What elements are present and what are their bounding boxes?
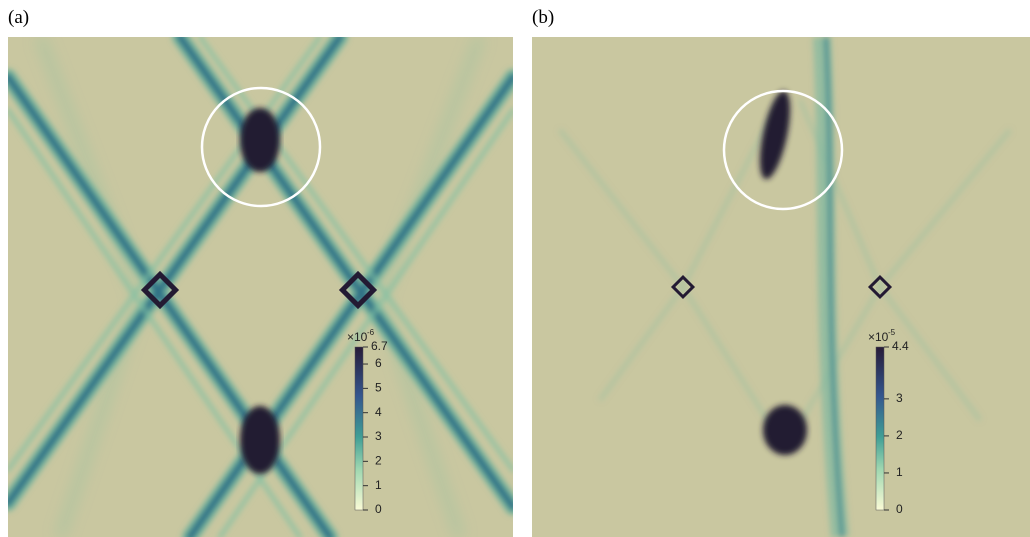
field-image xyxy=(8,37,513,537)
field-image xyxy=(532,37,1030,537)
colorbar-tick-label: 1 xyxy=(375,478,382,492)
figure: (a) (b) xyxy=(0,0,1030,537)
colorbar xyxy=(355,347,363,510)
panel-label: (b) xyxy=(532,7,554,28)
colorbar-tick-label: 4 xyxy=(375,405,382,419)
colorbar-tick-label: 0 xyxy=(375,502,382,516)
colorbar-exponent: -6 xyxy=(367,328,375,337)
colorbar-tick-label: 2 xyxy=(375,454,382,468)
colorbar xyxy=(876,347,884,510)
panel-label: (a) xyxy=(8,7,29,28)
colorbar-tick-label: 0 xyxy=(896,502,903,516)
colorbar-tick-label: 3 xyxy=(896,391,903,405)
colorbar-tick-label: 2 xyxy=(896,428,903,442)
colorbar-max-label: 4.4 xyxy=(892,339,909,353)
colorbar-exponent-base: ×10 xyxy=(868,330,889,344)
colorbar-max-label: 6.7 xyxy=(371,339,388,353)
colorbar-exponent: -5 xyxy=(888,328,896,337)
colorbar-tick-label: 5 xyxy=(375,381,382,395)
colorbar-tick-label: 6 xyxy=(375,356,382,370)
colorbar-tick-label: 3 xyxy=(375,429,382,443)
colorbar-exponent-base: ×10 xyxy=(347,330,368,344)
colorbar-tick-label: 1 xyxy=(896,465,903,479)
